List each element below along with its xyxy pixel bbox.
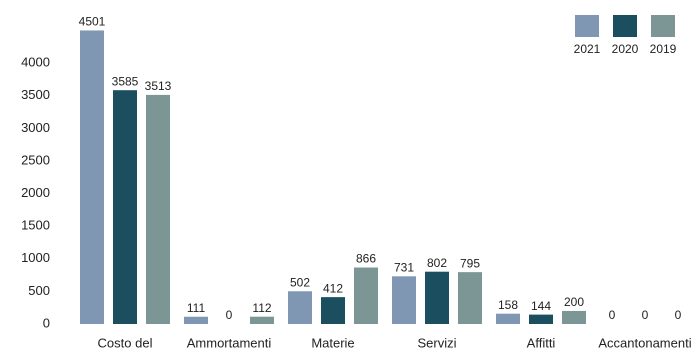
- legend-label: 2021: [574, 42, 601, 56]
- bar: [425, 271, 449, 324]
- x-tick-label: Ammortamenti: [187, 335, 272, 350]
- value-label: 0: [675, 308, 682, 322]
- x-tick-label: Costo del: [98, 335, 153, 350]
- value-label: 4501: [79, 15, 106, 29]
- bar: [529, 314, 553, 324]
- y-tick-label: 500: [28, 283, 50, 298]
- y-tick-label: 2500: [21, 152, 50, 167]
- value-label: 3585: [112, 74, 139, 88]
- value-label: 111: [187, 301, 206, 315]
- bar: [562, 310, 586, 324]
- bar: [392, 276, 416, 324]
- y-tick-label: 1500: [21, 218, 50, 233]
- value-label: 0: [226, 308, 233, 322]
- x-tick-label: Materie: [311, 335, 354, 350]
- bar: [354, 267, 378, 324]
- value-label: 795: [460, 256, 480, 270]
- legend-swatch: [613, 15, 637, 37]
- legend-label: 2020: [612, 42, 639, 56]
- y-tick-label: 0: [43, 315, 50, 330]
- legend-label: 2019: [650, 42, 677, 56]
- value-label: 0: [609, 308, 616, 322]
- value-label: 158: [498, 298, 518, 312]
- bar: [288, 291, 312, 324]
- y-tick-label: 3000: [21, 120, 50, 135]
- y-tick-label: 3500: [21, 87, 50, 102]
- legend-swatch: [575, 15, 599, 37]
- value-label: 200: [564, 295, 584, 309]
- value-label: 502: [290, 275, 310, 289]
- value-label: 731: [394, 260, 414, 274]
- bar: [80, 30, 104, 325]
- bar: [250, 316, 274, 324]
- bar: [146, 94, 170, 325]
- value-label: 112: [252, 301, 271, 315]
- bar: [321, 297, 345, 324]
- value-label: 412: [323, 281, 343, 295]
- y-tick-label: 2000: [21, 185, 50, 200]
- legend-swatch: [651, 15, 675, 37]
- x-tick-label: Servizi: [417, 335, 456, 350]
- x-tick-label: Accantonamenti: [598, 335, 691, 350]
- value-label: 866: [356, 252, 376, 266]
- value-label: 0: [642, 308, 649, 322]
- x-tick-label: Affitti: [527, 335, 556, 350]
- value-label: 802: [427, 256, 447, 270]
- value-label: 3513: [145, 79, 172, 93]
- bar: [184, 316, 208, 324]
- y-tick-label: 1000: [21, 250, 50, 265]
- bar: [458, 272, 482, 324]
- bar: [496, 313, 520, 324]
- bar: [113, 90, 137, 325]
- y-tick-label: 4000: [21, 55, 50, 70]
- value-label: 144: [531, 299, 551, 313]
